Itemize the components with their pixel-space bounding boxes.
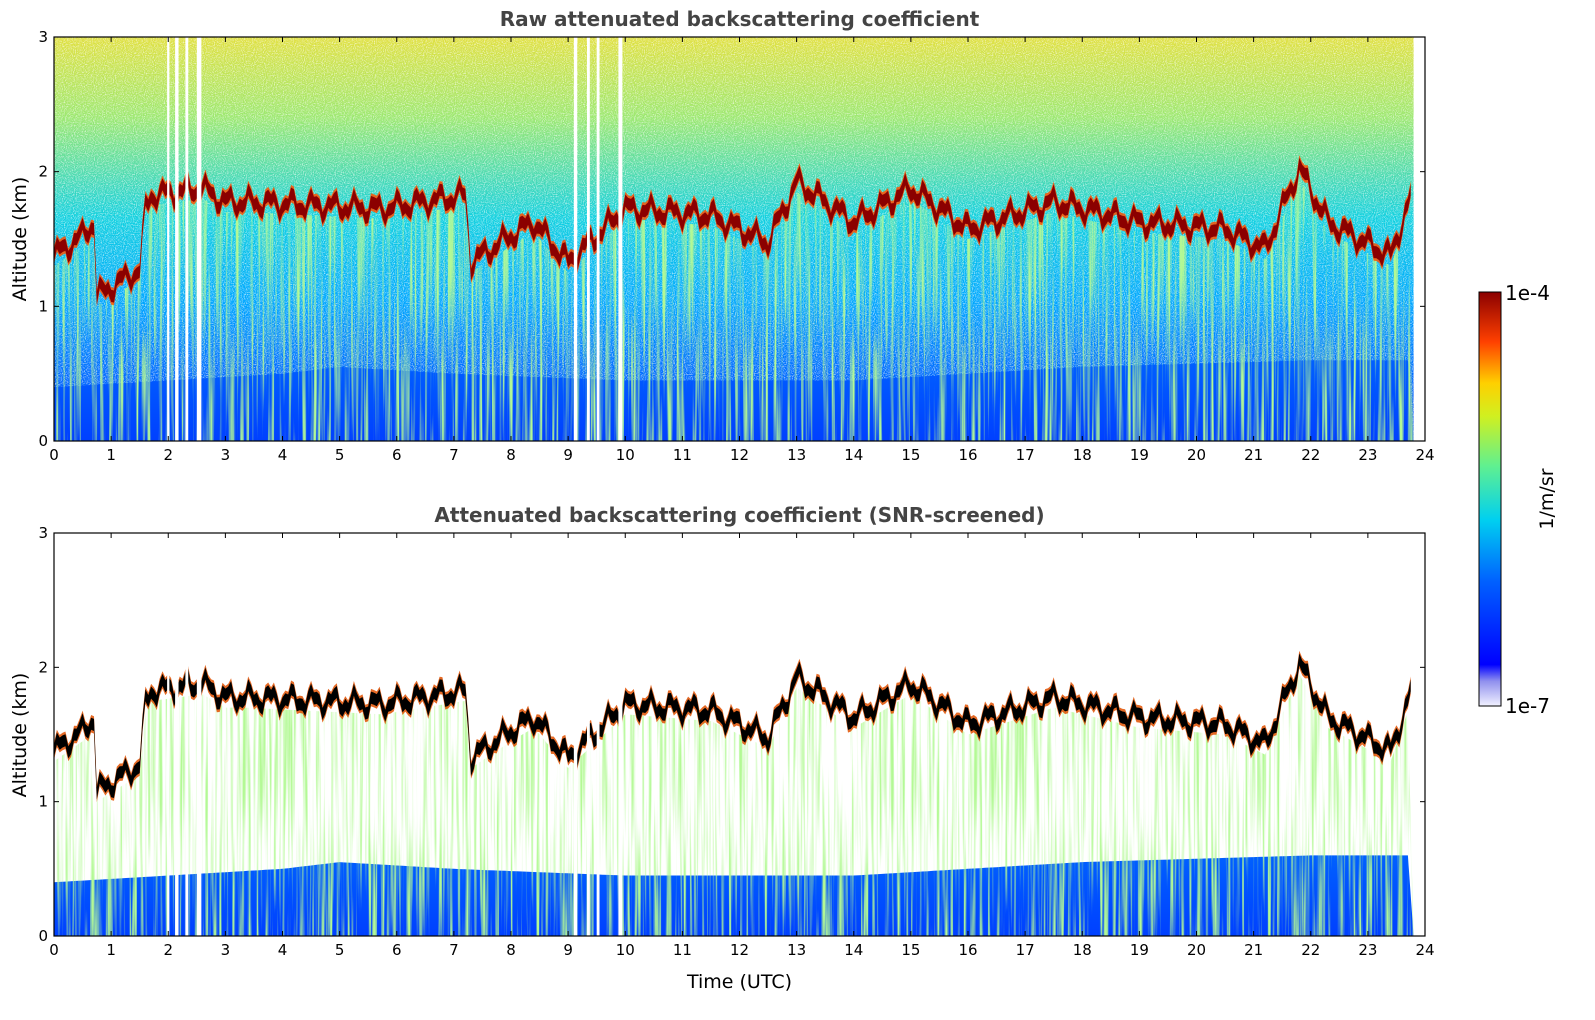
screened-panel-axes: 0 1 2 3 4 5 6 7 8 9 10 11 12 13 14 15 16 17 18 19 20 21 22 23 24… bbox=[38, 524, 1434, 959]
screened-fall-streaks bbox=[54, 674, 1414, 936]
raw-x-tick-label: 19 bbox=[1130, 446, 1149, 464]
screened-panel-title: Attenuated backscattering coefficient (S… bbox=[434, 503, 1044, 527]
screened-x-tick-label: 21 bbox=[1244, 941, 1263, 959]
screened-x-tick-label: 11 bbox=[673, 941, 692, 959]
colorbar: 1e-4 1e-7 1/m/sr bbox=[1478, 281, 1558, 718]
raw-x-tick-label: 20 bbox=[1187, 446, 1206, 464]
raw-y-tick-label: 1 bbox=[38, 297, 48, 315]
screened-x-tick-label: 8 bbox=[506, 941, 516, 959]
raw-x-tick-label: 10 bbox=[616, 446, 635, 464]
screened-x-tick-label: 7 bbox=[449, 941, 459, 959]
raw-data-gap-0 bbox=[167, 37, 170, 441]
raw-data-gap-2 bbox=[185, 37, 189, 441]
colorbar-scale bbox=[1478, 291, 1502, 707]
raw-x-tick-label: 18 bbox=[1073, 446, 1092, 464]
raw-backscatter-panel: Raw attenuated backscattering coefficien… bbox=[9, 7, 1435, 464]
raw-data-gap-4 bbox=[573, 37, 578, 441]
raw-y-tick-label: 3 bbox=[38, 28, 48, 46]
raw-data-gap-7 bbox=[618, 37, 623, 441]
raw-y-tick-label: 0 bbox=[38, 432, 48, 450]
screened-data-gap-2 bbox=[185, 533, 189, 936]
colorbar-unit-label: 1/m/sr bbox=[1536, 468, 1558, 529]
raw-x-tick-label: 12 bbox=[730, 446, 749, 464]
screened-x-tick-label: 24 bbox=[1415, 941, 1434, 959]
raw-x-tick-label: 5 bbox=[335, 446, 345, 464]
screened-x-tick-label: 6 bbox=[392, 941, 402, 959]
screened-y-tick-label: 0 bbox=[38, 927, 48, 945]
raw-x-tick-label: 7 bbox=[449, 446, 459, 464]
raw-data-gap-3 bbox=[196, 37, 202, 441]
raw-cloud-base bbox=[54, 157, 1411, 305]
raw-x-tick-label: 2 bbox=[163, 446, 173, 464]
colorbar-max-label: 1e-4 bbox=[1505, 281, 1550, 305]
raw-x-tick-label: 23 bbox=[1358, 446, 1377, 464]
raw-x-tick-label: 11 bbox=[673, 446, 692, 464]
screened-x-tick-label: 4 bbox=[278, 941, 288, 959]
screened-y-tick-label: 3 bbox=[38, 524, 48, 542]
raw-x-tick-label: 9 bbox=[563, 446, 573, 464]
raw-data-gap-8 bbox=[1413, 37, 1425, 441]
screened-backscatter-panel: Attenuated backscattering coefficient (S… bbox=[9, 503, 1435, 993]
screened-data-gap-1 bbox=[175, 533, 179, 936]
raw-panel-axes: 0 1 2 3 4 5 6 7 8 9 10 11 12 13 14 15 16 17 18 19 20 21 22 23 24… bbox=[38, 28, 1434, 464]
screened-x-tick-label: 13 bbox=[787, 941, 806, 959]
screened-y-tick-label: 2 bbox=[38, 658, 48, 676]
screened-data-gap-5 bbox=[586, 533, 590, 936]
screened-data-gap-7 bbox=[618, 533, 623, 936]
screened-x-tick-label: 20 bbox=[1187, 941, 1206, 959]
raw-y-tick-label: 2 bbox=[38, 163, 48, 181]
screened-x-tick-label: 22 bbox=[1301, 941, 1320, 959]
screened-x-tick-label: 15 bbox=[901, 941, 920, 959]
x-axis-label: Time (UTC) bbox=[686, 971, 792, 993]
screened-y-tick-label: 1 bbox=[38, 793, 48, 811]
raw-panel-title: Raw attenuated backscattering coefficien… bbox=[500, 7, 980, 31]
raw-x-tick-label: 4 bbox=[278, 446, 288, 464]
raw-x-tick-label: 6 bbox=[392, 446, 402, 464]
raw-x-tick-label: 0 bbox=[49, 446, 59, 464]
raw-backscatter-heatmap bbox=[54, 37, 1425, 441]
screened-x-tick-label: 19 bbox=[1130, 941, 1149, 959]
raw-panel-y-axis-label: Altitude (km) bbox=[9, 177, 31, 302]
screened-x-tick-label: 9 bbox=[563, 941, 573, 959]
raw-x-tick-label: 21 bbox=[1244, 446, 1263, 464]
screened-x-tick-label: 3 bbox=[221, 941, 231, 959]
raw-x-tick-label: 1 bbox=[106, 446, 116, 464]
raw-fall-streaks bbox=[54, 178, 1414, 441]
screened-x-tick-label: 0 bbox=[49, 941, 59, 959]
screened-data-gap-4 bbox=[573, 533, 578, 936]
screened-x-tick-label: 18 bbox=[1073, 941, 1092, 959]
raw-x-tick-label: 24 bbox=[1415, 446, 1434, 464]
screened-backscatter-heatmap bbox=[54, 533, 1425, 936]
screened-x-tick-label: 12 bbox=[730, 941, 749, 959]
raw-x-tick-label: 15 bbox=[901, 446, 920, 464]
raw-x-tick-label: 14 bbox=[844, 446, 863, 464]
raw-data-gap-1 bbox=[175, 37, 179, 441]
raw-x-tick-label: 13 bbox=[787, 446, 806, 464]
raw-x-tick-label: 17 bbox=[1016, 446, 1035, 464]
screened-data-gap-0 bbox=[167, 533, 170, 936]
screened-x-tick-label: 5 bbox=[335, 941, 345, 959]
screened-panel-y-axis-label: Altitude (km) bbox=[9, 673, 31, 798]
screened-data-gap-3 bbox=[196, 533, 202, 936]
screened-cloud-base bbox=[54, 653, 1411, 800]
screened-data-gap-8 bbox=[1413, 533, 1425, 936]
screened-x-tick-label: 14 bbox=[844, 941, 863, 959]
screened-x-tick-label: 10 bbox=[616, 941, 635, 959]
screened-data-gap-6 bbox=[596, 533, 600, 936]
raw-data-gap-5 bbox=[586, 37, 590, 441]
raw-x-tick-label: 22 bbox=[1301, 446, 1320, 464]
screened-x-tick-label: 16 bbox=[958, 941, 977, 959]
colorbar-min-label: 1e-7 bbox=[1505, 694, 1550, 718]
raw-data-gap-6 bbox=[596, 37, 600, 441]
screened-x-tick-label: 2 bbox=[163, 941, 173, 959]
screened-x-tick-label: 23 bbox=[1358, 941, 1377, 959]
screened-x-tick-label: 17 bbox=[1016, 941, 1035, 959]
raw-x-tick-label: 8 bbox=[506, 446, 516, 464]
raw-x-tick-label: 16 bbox=[958, 446, 977, 464]
raw-x-tick-label: 3 bbox=[221, 446, 231, 464]
screened-x-tick-label: 1 bbox=[106, 941, 116, 959]
